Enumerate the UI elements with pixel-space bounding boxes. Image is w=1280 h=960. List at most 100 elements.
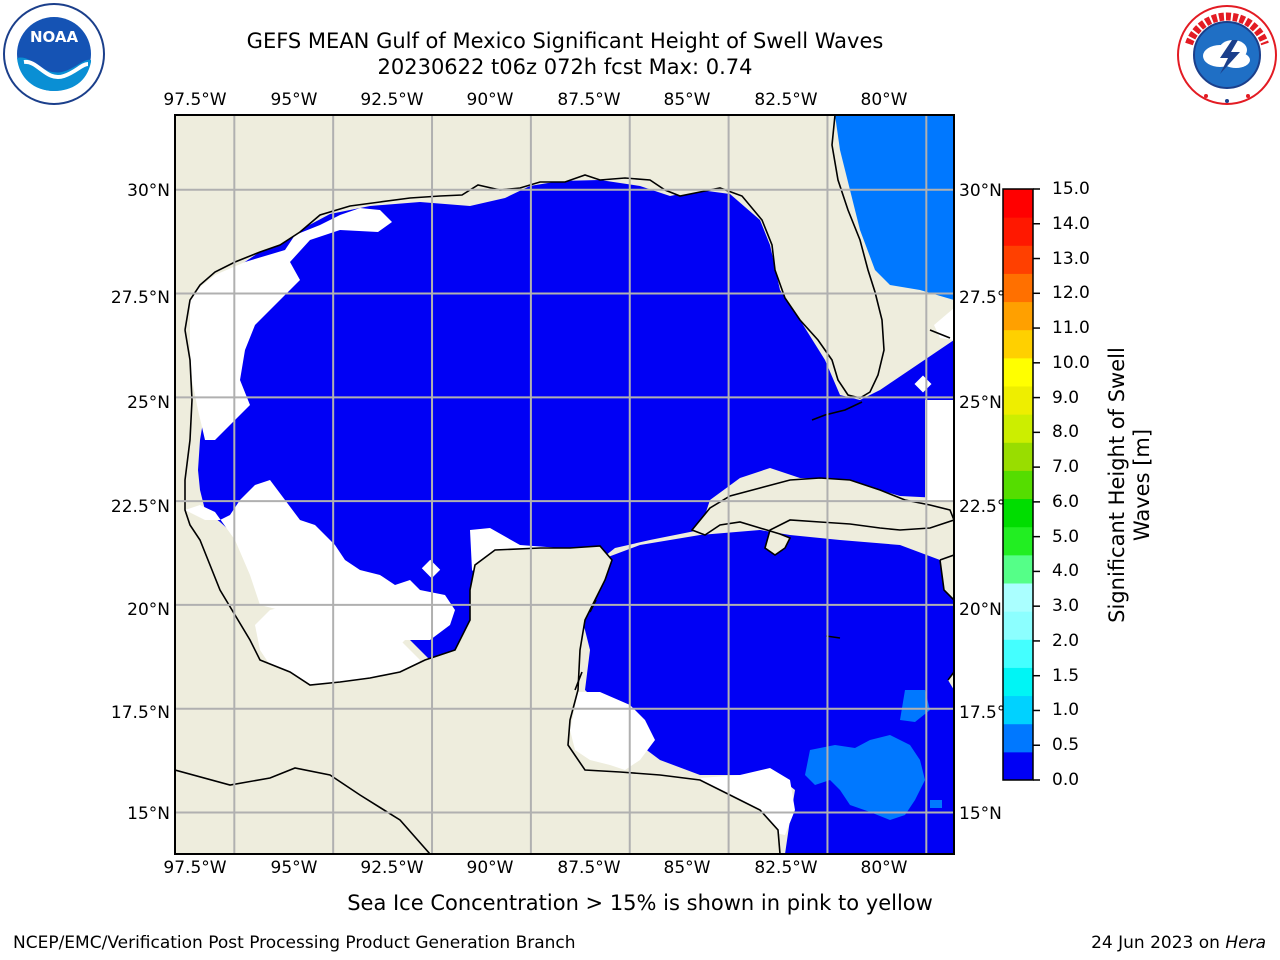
mexico-east-coast bbox=[175, 330, 780, 854]
lat-tick-left: 30°N bbox=[127, 181, 170, 201]
lat-tick-right: 20°N bbox=[959, 600, 1002, 620]
lon-tick-bottom: 90°W bbox=[466, 858, 514, 878]
lon-tick-top: 85°W bbox=[663, 90, 711, 110]
colorbar-band bbox=[1003, 611, 1033, 640]
colorbar-band bbox=[1003, 329, 1033, 359]
lat-tick-left: 15°N bbox=[127, 804, 170, 824]
lat-tick-right: 17.5°N bbox=[959, 703, 1003, 723]
colorbar-band bbox=[1003, 189, 1033, 218]
colorbar-tick-label: 12.0 bbox=[1052, 283, 1090, 304]
lat-tick-left: 27.5°N bbox=[110, 288, 170, 308]
graticule bbox=[175, 115, 954, 854]
lat-tick-left: 25°N bbox=[127, 393, 170, 413]
caribbean-swell-mid-3 bbox=[930, 800, 942, 808]
nws-logo bbox=[1176, 4, 1278, 106]
cuba bbox=[692, 478, 954, 555]
nodata-patch bbox=[263, 548, 273, 570]
footer-source: NCEP/EMC/Verification Post Processing Pr… bbox=[13, 933, 576, 953]
gulf-swell-low bbox=[198, 180, 954, 778]
colorbar-band bbox=[1003, 414, 1033, 443]
noaa-logo: NOAA bbox=[2, 2, 106, 106]
colorbar-band bbox=[1003, 554, 1033, 584]
lon-tick-top: 87.5°W bbox=[557, 90, 621, 110]
lon-tick-top: 92.5°W bbox=[360, 90, 424, 110]
lat-tick-left: 17.5°N bbox=[110, 703, 170, 723]
colorbar-tick-label: 10.0 bbox=[1052, 352, 1090, 373]
jamaica-edge bbox=[948, 672, 954, 690]
colorbar-band bbox=[1003, 470, 1033, 500]
colorbar-band bbox=[1003, 723, 1033, 753]
chart-title: GEFS MEAN Gulf of Mexico Significant Hei… bbox=[246, 29, 884, 53]
colorbar-band bbox=[1003, 667, 1033, 697]
colorbar-band bbox=[1003, 498, 1033, 528]
lat-tick-right: 27.5°N bbox=[959, 288, 1003, 308]
lat-tick-left: 22.5°N bbox=[110, 497, 170, 517]
colorbar-band bbox=[1003, 245, 1033, 274]
colorbar-tick-label: 0.5 bbox=[1052, 735, 1080, 756]
colorbar-title: Significant Height of Swell Waves [m] bbox=[1105, 285, 1155, 685]
lat-tick-right: 22.5°N bbox=[959, 497, 1003, 517]
hispaniola-edge bbox=[940, 555, 954, 600]
colorbar-band bbox=[1003, 386, 1033, 415]
lat-tick-left: 20°N bbox=[127, 600, 170, 620]
colorbar-band bbox=[1003, 526, 1033, 556]
lon-tick-bottom: 82.5°W bbox=[754, 858, 818, 878]
belize-nodata bbox=[570, 692, 655, 770]
sea-ice-note: Sea Ice Concentration > 15% is shown in … bbox=[347, 891, 933, 915]
lon-tick-top: 82.5°W bbox=[754, 90, 818, 110]
colorbar-tick-label: 3.0 bbox=[1052, 596, 1080, 617]
western-shelf-nodata bbox=[190, 208, 392, 440]
honduras-nodata bbox=[700, 768, 795, 835]
colorbar-tick-label: 6.0 bbox=[1052, 491, 1080, 512]
colorbar-tick-label: 0.0 bbox=[1052, 770, 1080, 790]
lat-tick-right: 25°N bbox=[959, 393, 1002, 413]
lon-tick-top: 95°W bbox=[270, 90, 318, 110]
colorbar-band bbox=[1003, 442, 1033, 471]
nodata-patch bbox=[934, 308, 954, 340]
colorbar bbox=[1002, 188, 1040, 781]
colorbar-tick-label: 11.0 bbox=[1052, 318, 1090, 339]
colorbar-tick-label: 2.0 bbox=[1052, 630, 1080, 651]
lon-tick-bottom: 85°W bbox=[663, 858, 711, 878]
colorbar-tick-label: 13.0 bbox=[1052, 248, 1090, 269]
caribbean-swell-mid-2 bbox=[900, 690, 930, 722]
nodata-patch bbox=[421, 559, 441, 579]
lon-tick-top: 80°W bbox=[860, 90, 908, 110]
colorbar-tick-label: 9.0 bbox=[1052, 387, 1080, 408]
colorbar-band bbox=[1003, 301, 1033, 331]
lon-tick-bottom: 97.5°W bbox=[163, 858, 227, 878]
campeche-nodata-2 bbox=[255, 560, 420, 688]
lon-tick-bottom: 92.5°W bbox=[360, 858, 424, 878]
footer-date-text: 24 Jun 2023 on bbox=[1091, 933, 1226, 953]
colorbar-title-line2: Waves [m] bbox=[1130, 428, 1154, 542]
atlantic-swell-mid bbox=[835, 115, 954, 300]
colorbar-tick-label: 8.0 bbox=[1052, 422, 1080, 443]
colorbar-band bbox=[1003, 217, 1033, 246]
footer-date: 24 Jun 2023 on Hera bbox=[1091, 933, 1266, 953]
colorbar-tick-label: 4.0 bbox=[1052, 561, 1080, 582]
map-frame bbox=[174, 114, 955, 855]
lat-tick-right: 30°N bbox=[959, 181, 1002, 201]
lon-tick-top: 97.5°W bbox=[163, 90, 227, 110]
colorbar-band bbox=[1003, 357, 1033, 387]
colorbar-tick-label: 14.0 bbox=[1052, 213, 1090, 234]
lon-tick-bottom: 87.5°W bbox=[557, 858, 621, 878]
colorbar-band bbox=[1003, 273, 1033, 303]
nodata-patch bbox=[925, 400, 954, 500]
colorbar-tick-label: 7.0 bbox=[1052, 457, 1080, 478]
us-gulf-coast bbox=[175, 115, 884, 398]
footer-host: Hera bbox=[1225, 933, 1266, 953]
colorbar-tick-label: 5.0 bbox=[1052, 526, 1080, 547]
lon-tick-bottom: 95°W bbox=[270, 858, 318, 878]
colorbar-tick-label: 1.0 bbox=[1052, 700, 1080, 721]
lon-tick-bottom: 80°W bbox=[860, 858, 908, 878]
lon-tick-top: 90°W bbox=[466, 90, 514, 110]
colorbar-tick-label: 15.0 bbox=[1052, 179, 1090, 199]
lat-tick-right: 15°N bbox=[959, 804, 1002, 824]
colorbar-title-line1: Significant Height of Swell bbox=[1105, 347, 1129, 623]
caribbean-swell-mid bbox=[805, 735, 925, 820]
colorbar-tick-label: 1.5 bbox=[1052, 665, 1080, 686]
colorbar-band bbox=[1003, 751, 1033, 781]
colorbar-band bbox=[1003, 695, 1033, 725]
